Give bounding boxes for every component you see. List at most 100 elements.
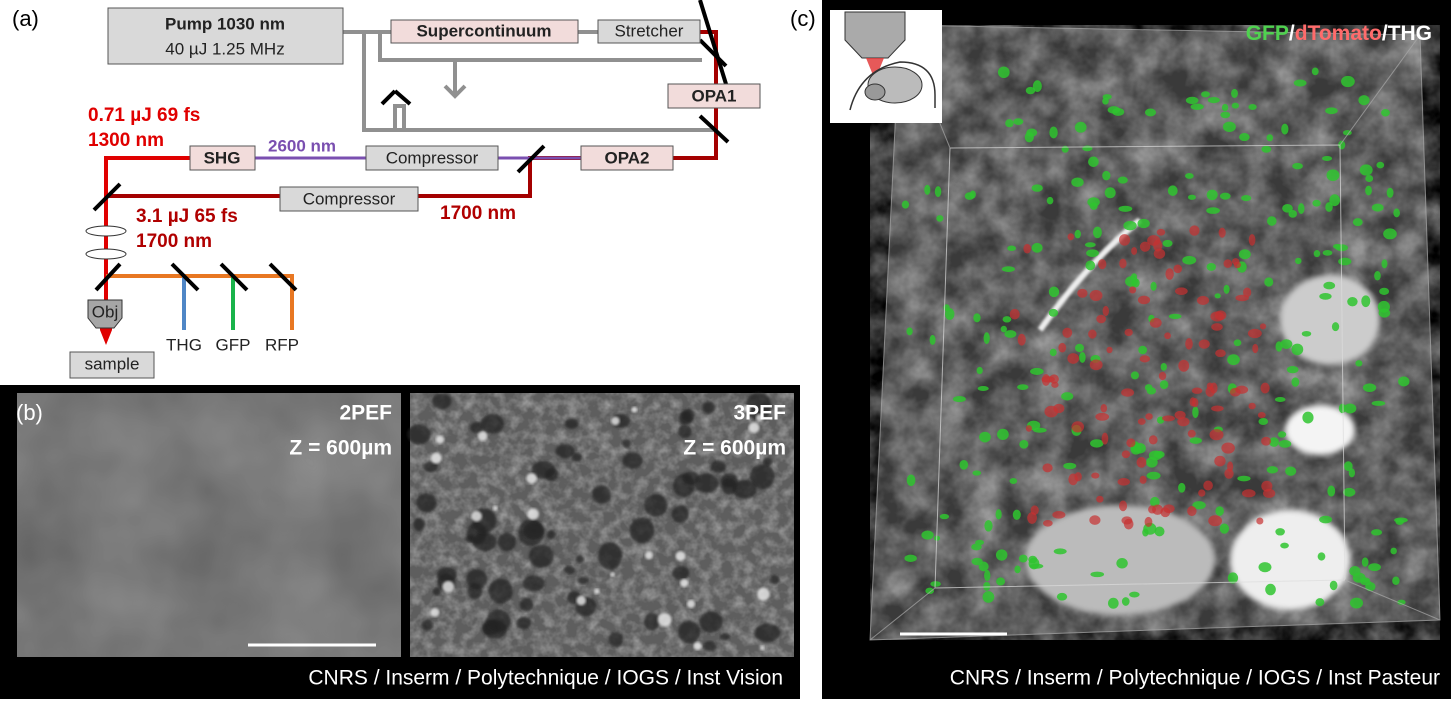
box-label: OPA1 <box>691 86 736 105</box>
texture-cell <box>1129 591 1140 598</box>
pump-spec: 40 µJ 1.25 MHz <box>165 39 284 58</box>
texture-cell <box>1231 88 1238 98</box>
channel: dTomato <box>1295 22 1382 45</box>
texture-cell <box>1062 327 1073 338</box>
texture-cell <box>1046 196 1054 205</box>
volume-image <box>869 24 1441 641</box>
texture-cell <box>1119 500 1128 512</box>
texture-cell <box>1313 250 1321 258</box>
contrast-label: 3PEF <box>733 402 786 425</box>
texture-spot <box>743 404 751 413</box>
texture-spot <box>755 414 764 422</box>
texture-cell <box>1206 263 1216 271</box>
image-3pef <box>407 392 794 657</box>
texture-spot <box>571 452 583 462</box>
texture-cell <box>1376 161 1385 169</box>
box <box>667 83 761 109</box>
texture-cell <box>1117 176 1128 184</box>
texture-spot <box>436 567 457 582</box>
texture-spot <box>431 393 452 410</box>
box <box>365 145 499 171</box>
texture-cell <box>1227 354 1240 366</box>
texture-cell <box>1042 519 1053 527</box>
texture-spot <box>519 597 534 612</box>
depth-label: Z = 600µm <box>683 437 786 460</box>
pump-beams <box>343 30 715 132</box>
texture-cell <box>979 431 991 443</box>
texture-spot <box>644 551 653 560</box>
texture-cell <box>1359 164 1373 176</box>
texture-cell <box>1121 450 1131 459</box>
texture-cell <box>1137 295 1151 305</box>
texture-cell <box>906 327 913 336</box>
texture-spot <box>575 555 585 564</box>
texture-cell <box>1125 276 1138 287</box>
texture-cell <box>1175 287 1188 295</box>
credit: CNRS / Inserm / Polytechnique / IOGS / I… <box>308 667 783 690</box>
box-label: OPA2 <box>604 148 649 167</box>
texture-cell <box>1321 155 1333 161</box>
texture-cell <box>1025 425 1033 432</box>
texture-cell <box>1274 396 1286 403</box>
texture-cell <box>1210 311 1225 322</box>
texture-cell <box>1095 412 1110 421</box>
texture-cell <box>1214 293 1221 299</box>
texture-cell <box>971 557 983 566</box>
texture-cell <box>1329 580 1338 591</box>
texture-spot <box>528 544 554 568</box>
texture-cell <box>1222 121 1236 132</box>
texture-cell <box>1159 380 1169 390</box>
texture-cell <box>1079 351 1086 363</box>
panel-label: (c) <box>790 6 816 31</box>
texture-cell <box>1327 485 1336 497</box>
texture-cell <box>1280 339 1293 349</box>
texture-cell <box>1067 353 1080 364</box>
texture-cell <box>939 513 950 520</box>
texture-cell <box>1252 343 1259 354</box>
output-label: 0.71 µJ 69 fs <box>88 105 200 126</box>
texture-spot <box>472 532 497 552</box>
texture-cell <box>1198 339 1210 349</box>
texture-cell <box>1182 255 1197 265</box>
texture-cell <box>1092 226 1102 239</box>
texture-cell <box>1018 554 1028 563</box>
texture-cell <box>1355 360 1363 367</box>
texture-cell <box>984 520 993 532</box>
texture-cell <box>1082 145 1093 152</box>
texture-cell <box>1229 387 1241 397</box>
texture-spot <box>430 452 442 464</box>
texture-cell <box>984 569 991 582</box>
texture-cell <box>1063 462 1077 470</box>
texture-spot <box>442 580 455 593</box>
panel-a: (a) <box>12 0 761 379</box>
texture-cell <box>1009 308 1020 320</box>
texture-cell <box>1257 412 1266 419</box>
texture-cell <box>977 385 989 392</box>
texture-spot <box>754 623 781 643</box>
texture-cell <box>1264 277 1274 287</box>
box-label: SHG <box>204 148 241 167</box>
texture-cell <box>1013 118 1024 126</box>
texture-cell <box>1119 258 1127 269</box>
texture-cell <box>1209 429 1224 441</box>
texture-cell <box>1124 328 1133 337</box>
texture-cell <box>1261 145 1272 153</box>
texture-cell <box>1001 266 1015 272</box>
texture-cell <box>1206 207 1220 214</box>
texture-cell <box>971 543 982 551</box>
texture-cell <box>1067 233 1075 241</box>
texture-cell <box>1017 333 1026 346</box>
texture-cell <box>1106 346 1113 354</box>
texture-cell <box>1393 208 1400 218</box>
texture-spot <box>531 460 556 479</box>
texture-cell <box>1089 515 1101 525</box>
texture-cell <box>1117 478 1130 486</box>
texture-cell <box>1031 242 1043 253</box>
texture-spot <box>598 542 623 571</box>
texture-spot <box>770 574 780 585</box>
texture-spot <box>497 532 516 552</box>
lens <box>85 248 127 260</box>
texture-cell <box>1189 437 1202 444</box>
texture-cell <box>1241 489 1256 498</box>
texture-cell <box>1192 406 1199 419</box>
